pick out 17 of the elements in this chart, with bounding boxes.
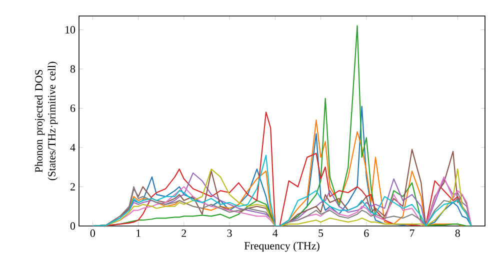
y-axis-title: Phonon projected DOS (States/THz·primitive cell): [34, 62, 58, 180]
x-axis-title: Frequency (THz): [244, 242, 320, 252]
x-tick-label: 6: [364, 230, 369, 237]
y-tick-label: 2: [70, 183, 75, 190]
x-tick-label: 2: [182, 230, 186, 237]
y-tick-label: 4: [70, 144, 76, 152]
y-tick-label: 10: [65, 26, 76, 34]
y-tick-label: 0: [70, 222, 76, 230]
y-tick-label: 6: [70, 104, 76, 112]
x-tick-label: 8: [455, 230, 460, 237]
x-tick-label: 0: [90, 230, 96, 237]
x-tick-label: 3: [227, 230, 232, 237]
x-tick-label: 5: [318, 230, 324, 237]
x-tick-label: 1: [136, 230, 140, 237]
y-tick-label: 8: [70, 65, 76, 73]
x-tick-label: 7: [410, 230, 414, 237]
x-tick-label: 4: [272, 230, 278, 237]
